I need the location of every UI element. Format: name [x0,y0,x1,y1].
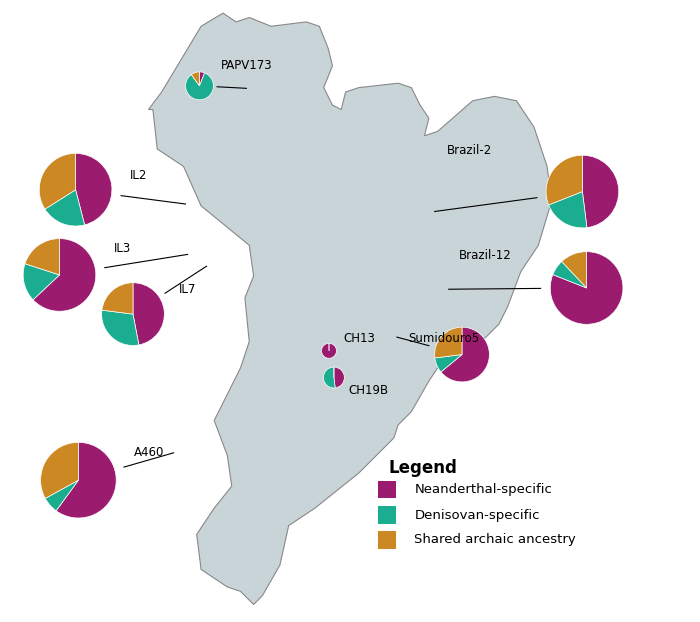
Wedge shape [102,283,133,314]
Wedge shape [549,192,587,228]
Text: Brazil-2: Brazil-2 [447,144,492,157]
Wedge shape [102,310,139,345]
Text: Shared archaic ancestry: Shared archaic ancestry [414,534,576,546]
Text: Legend: Legend [389,459,457,476]
Wedge shape [39,154,76,209]
Text: IL3: IL3 [114,243,132,255]
Text: PAPV173: PAPV173 [220,59,272,72]
Wedge shape [133,283,164,345]
Text: Brazil-12: Brazil-12 [458,249,511,261]
Wedge shape [33,239,96,311]
Wedge shape [441,327,489,382]
Wedge shape [435,327,462,358]
Wedge shape [45,190,85,226]
Wedge shape [435,355,462,372]
Text: Sumidouro5: Sumidouro5 [408,333,480,345]
Wedge shape [191,72,200,86]
Polygon shape [148,13,552,605]
Text: CH19B: CH19B [349,384,389,397]
Wedge shape [41,442,78,498]
Wedge shape [582,156,619,228]
Wedge shape [323,367,335,388]
Text: IL2: IL2 [130,169,147,182]
Wedge shape [546,156,582,205]
Wedge shape [25,239,60,275]
Wedge shape [321,343,337,358]
Wedge shape [199,72,204,86]
Text: Denisovan-specific: Denisovan-specific [414,509,540,521]
Wedge shape [56,442,116,518]
Text: IL7: IL7 [178,283,196,295]
Wedge shape [76,154,112,225]
Text: Neanderthal-specific: Neanderthal-specific [414,483,552,496]
Wedge shape [46,480,78,511]
Text: A460: A460 [134,447,164,459]
Wedge shape [186,73,214,100]
Wedge shape [553,261,587,288]
Wedge shape [23,264,60,300]
Wedge shape [334,367,344,388]
Text: CH13: CH13 [343,333,375,345]
Wedge shape [550,252,623,324]
Wedge shape [561,252,587,288]
